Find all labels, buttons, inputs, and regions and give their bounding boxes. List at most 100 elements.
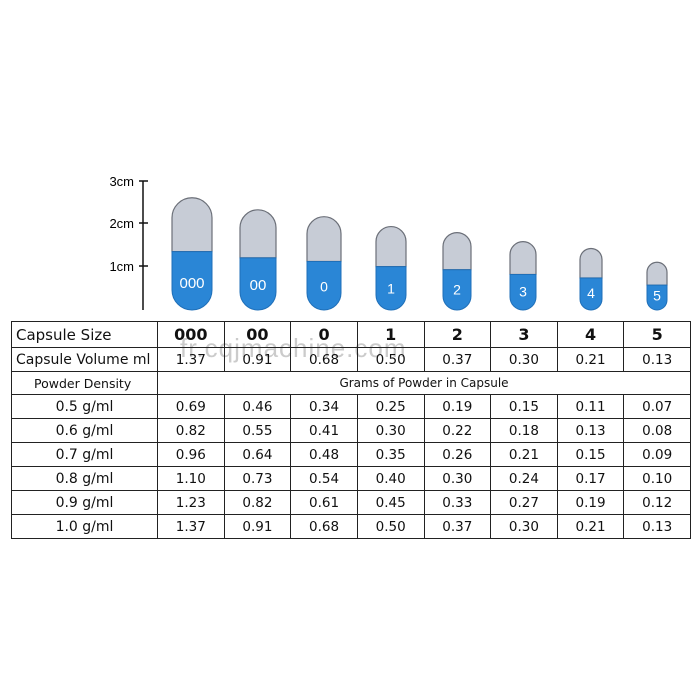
capsule-table: Capsule Size 000 00 0 1 2 3 4 5 Capsule … [11,321,691,539]
capsule-3: 3 [509,241,537,311]
capsule-4: 4 [579,247,603,311]
size-cell: 1 [356,321,425,348]
volume-cell: 1.37 [157,347,225,372]
size-cell: 5 [623,321,691,348]
grams-cell: 0.46 [223,394,292,419]
grams-cell: 0.24 [490,466,558,491]
capsule-cap [579,247,603,279]
grams-cell: 0.82 [157,418,225,443]
size-cell: 3 [490,321,558,348]
grams-cell: 0.07 [623,394,691,419]
size-cell: 2 [423,321,492,348]
capsule-size-label: Capsule Size [11,321,158,348]
grams-cell: 0.73 [223,466,292,491]
density-label: 0.7 g/ml [11,442,158,467]
capsule-body [306,260,342,311]
capsule-cap [306,216,342,263]
capsule-5: 5 [646,261,668,311]
capsule-size-row: Capsule Size 000 00 0 1 2 3 4 5 [11,321,691,348]
density-label: 1.0 g/ml [11,514,158,539]
capsule-volume-row: Capsule Volume ml 1.37 0.91 0.68 0.50 0.… [11,347,691,372]
grams-cell: 0.91 [223,514,292,539]
grams-cell: 0.54 [290,466,358,491]
volume-cell: 0.13 [623,347,691,372]
grams-cell: 0.19 [556,490,625,515]
capsule-label: 00 [250,277,267,294]
capsule-label: 1 [387,281,395,297]
capsule-0: 0 [306,216,342,311]
capsule-volume-label: Capsule Volume ml [11,347,158,372]
grams-cell: 0.64 [223,442,292,467]
density-row: 0.9 g/ml 1.23 0.82 0.61 0.45 0.33 0.27 0.19 0.12 [11,490,691,515]
grams-cell: 0.45 [356,490,425,515]
capsule-cap [171,197,213,253]
capsule-1: 1 [375,226,407,311]
grams-cell: 0.34 [290,394,358,419]
density-label: 0.8 g/ml [11,466,158,491]
density-rows: 0.5 g/ml 0.69 0.46 0.34 0.25 0.19 0.15 0.11 0.07… [11,394,691,539]
capsule-000: 000 [171,197,213,311]
grams-cell: 0.50 [356,514,425,539]
grams-cell: 0.33 [423,490,492,515]
ruler: 3cm 2cm 1cm [109,174,148,310]
grams-cell: 0.13 [556,418,625,443]
grams-cell: 0.25 [356,394,425,419]
capsule-label: 4 [587,285,595,301]
grams-cell: 0.35 [356,442,425,467]
grams-cell: 0.55 [223,418,292,443]
size-cell: 000 [157,321,225,348]
capsule-size-illustration: 3cm 2cm 1cm 000 00 0 1 2 3 4 5 [109,174,668,311]
grams-cell: 0.26 [423,442,492,467]
grams-cell: 0.68 [290,514,358,539]
capsule-label: 000 [179,275,204,292]
capsule-body [646,284,668,311]
capsule-cap [646,261,668,286]
grams-cell: 0.21 [490,442,558,467]
grams-cell: 0.37 [423,514,492,539]
grams-cell: 0.69 [157,394,225,419]
grams-cell: 0.30 [356,418,425,443]
ruler-label-2cm: 2cm [109,216,134,231]
powder-density-label: Powder Density [11,371,158,395]
volume-cell: 0.68 [290,347,358,372]
capsule-label: 5 [653,288,661,304]
grams-cell: 0.13 [623,514,691,539]
density-row: 0.5 g/ml 0.69 0.46 0.34 0.25 0.19 0.15 0.11 0.07 [11,394,691,419]
capsule-body [171,251,213,311]
size-cell: 4 [556,321,625,348]
powder-density-header-row: Powder Density Grams of Powder in Capsul… [11,371,691,395]
grams-cell: 0.30 [423,466,492,491]
density-row: 0.7 g/ml 0.96 0.64 0.48 0.35 0.26 0.21 0.15 0.09 [11,442,691,467]
grams-cell: 0.18 [490,418,558,443]
capsule-label: 3 [519,283,527,299]
grams-cell: 0.15 [490,394,558,419]
capsule-cap [375,226,407,268]
volume-cell: 0.91 [223,347,292,372]
grams-of-powder-label: Grams of Powder in Capsule [157,371,691,395]
grams-cell: 1.23 [157,490,225,515]
volume-cell: 0.37 [423,347,492,372]
ruler-label-1cm: 1cm [109,259,134,274]
grams-cell: 0.96 [157,442,225,467]
capsule-body [579,277,603,311]
capsule-body [509,273,537,311]
grams-cell: 0.09 [623,442,691,467]
grams-cell: 0.21 [556,514,625,539]
grams-cell: 0.40 [356,466,425,491]
capsule-cap [509,241,537,276]
grams-cell: 0.41 [290,418,358,443]
grams-cell: 0.27 [490,490,558,515]
grams-cell: 0.11 [556,394,625,419]
capsule-label: 2 [453,282,461,298]
density-label: 0.6 g/ml [11,418,158,443]
ruler-label-3cm: 3cm [109,174,134,189]
volume-cell: 0.50 [356,347,425,372]
volume-cell: 0.30 [490,347,558,372]
grams-cell: 0.10 [623,466,691,491]
grams-cell: 0.61 [290,490,358,515]
volume-cell: 0.21 [556,347,625,372]
density-row: 0.8 g/ml 1.10 0.73 0.54 0.40 0.30 0.24 0.17 0.10 [11,466,691,491]
grams-cell: 0.17 [556,466,625,491]
capsule-row: 000 00 0 1 2 3 4 5 [171,197,668,311]
capsule-2: 2 [442,232,472,311]
